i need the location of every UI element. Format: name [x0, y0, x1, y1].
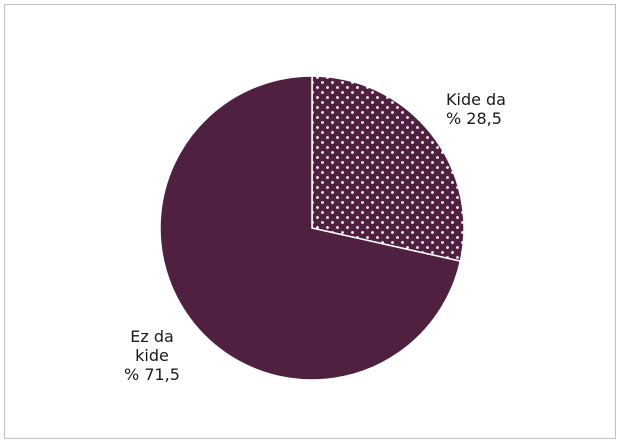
slice-label-2-line-1: Ez da — [130, 327, 174, 346]
labels-layer: Kide da% 28,5 Ez da kide% 71,5 — [124, 90, 506, 384]
slice-label-2: Ez da kide% 71,5 — [124, 327, 180, 384]
slice-label-2-line-2: kide — [135, 346, 169, 365]
pie-slice-1 — [311, 75, 465, 263]
pie-slice-2 — [159, 75, 462, 381]
slices-layer — [159, 75, 465, 381]
slice-label-1: Kide da% 28,5 — [446, 90, 506, 128]
slice-label-1-line-2: % 28,5 — [446, 109, 502, 128]
slice-label-2-line-3: % 71,5 — [124, 365, 180, 384]
slice-label-1-line-1: Kide da — [446, 90, 506, 109]
